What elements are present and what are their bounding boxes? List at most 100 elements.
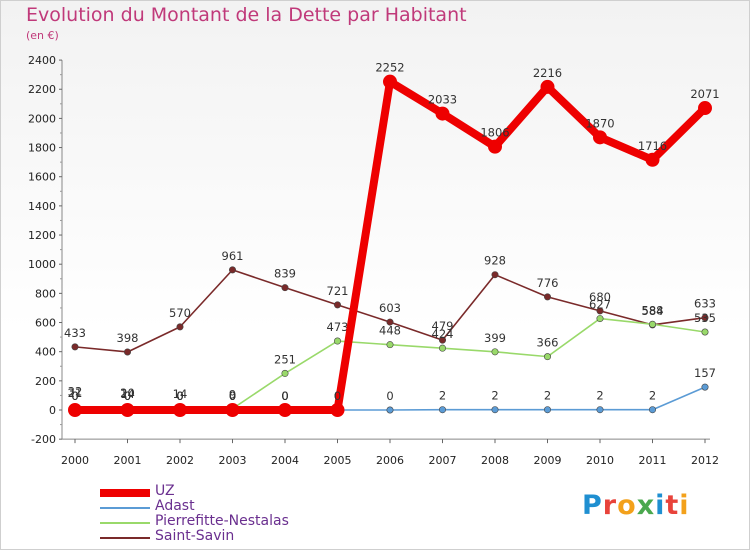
data-point [540,79,555,94]
data-point [438,336,446,344]
data-label: 0 [71,389,78,403]
data-point [491,271,499,279]
data-point [596,315,604,323]
data-point [281,284,289,292]
y-tick-label: 0 [49,404,56,417]
data-label: 1716 [638,139,667,153]
data-label: 776 [537,276,559,290]
data-label: 21 [68,386,83,400]
data-label: 0 [281,389,288,403]
data-point [333,337,341,345]
data-label: 928 [484,254,506,268]
chart-subtitle: (en €) [26,29,59,42]
data-label: 0 [281,389,288,403]
data-point [386,318,394,326]
data-point [386,406,394,414]
data-label: 9 [229,388,236,402]
data-label: 0 [124,389,131,403]
x-tick-label: 2004 [271,454,299,467]
data-point [596,307,604,315]
y-tick-label: 800 [35,287,56,300]
data-label: 2 [491,389,498,403]
y-tick-label: 2200 [28,83,56,96]
logo-letter: r [602,490,618,521]
data-point [593,130,607,145]
data-label: 2 [649,389,656,403]
data-label: 2 [596,389,603,403]
y-tick-label: 600 [35,317,56,330]
data-label: 0 [176,389,183,403]
x-tick-label: 2006 [376,454,404,467]
data-point [438,406,446,414]
logo-letter: i [655,490,666,521]
data-label: 603 [379,301,401,315]
data-point [278,403,292,417]
data-label: 0 [281,389,288,403]
data-label: 2071 [690,87,719,101]
y-tick-label: -200 [31,433,56,446]
data-point [435,106,450,121]
data-label: 839 [274,267,296,281]
data-point [386,341,394,349]
x-tick-label: 2001 [114,454,142,467]
data-label: 1806 [480,126,509,140]
data-point [543,293,551,301]
data-label: 398 [117,331,139,345]
data-label: 2252 [375,61,404,75]
data-label: 0 [386,389,393,403]
data-point [124,348,132,356]
proxiti-logo: Proxiti [582,490,690,521]
data-label: 1870 [585,116,614,130]
data-label: 2 [439,389,446,403]
data-label: 633 [694,297,716,311]
data-label: 0 [176,389,183,403]
data-point [701,383,709,391]
x-tick-label: 2003 [219,454,247,467]
chart-title: Evolution du Montant de la Dette par Hab… [26,4,467,26]
x-tick-label: 2002 [166,454,194,467]
data-label: 961 [222,249,244,263]
x-tick-label: 2008 [481,454,509,467]
data-point [491,406,499,414]
x-tick-label: 2011 [639,454,667,467]
data-label: 473 [327,320,349,334]
data-label: 0 [334,389,341,403]
data-label: 680 [589,290,611,304]
data-point [176,323,184,331]
data-label: 251 [274,352,296,366]
data-label: 2216 [533,66,562,80]
logo-letter: t [665,490,680,521]
data-label: 0 [124,389,131,403]
data-label: 570 [169,306,191,320]
logo-letter: P [582,490,603,521]
data-label: 14 [173,387,188,401]
y-tick-label: 1800 [28,142,56,155]
series-line [71,77,709,414]
data-point [701,314,709,322]
logo-letter: x [636,490,656,521]
data-label: 0 [229,389,236,403]
y-tick-label: 1600 [28,171,56,184]
data-label: 0 [229,389,236,403]
data-label: 627 [589,298,611,312]
data-label: 20 [120,386,135,400]
data-label: 32 [68,384,83,398]
data-label: 588 [642,303,664,317]
data-point [491,348,499,356]
x-tick-label: 2007 [429,454,457,467]
legend-label-uz: UZ [155,483,175,499]
data-label: 0 [176,389,183,403]
data-point [120,403,135,417]
data-point [71,343,79,351]
data-label: 424 [432,327,454,341]
data-point [438,344,446,352]
data-label: 584 [642,304,664,318]
legend-label-saint-savin: Saint-Savin [155,528,235,544]
legend-swatch-adast [100,507,150,509]
x-tick-label: 2005 [324,454,352,467]
data-point [383,74,397,89]
x-tick-label: 2012 [691,454,719,467]
x-tick-label: 2010 [586,454,614,467]
